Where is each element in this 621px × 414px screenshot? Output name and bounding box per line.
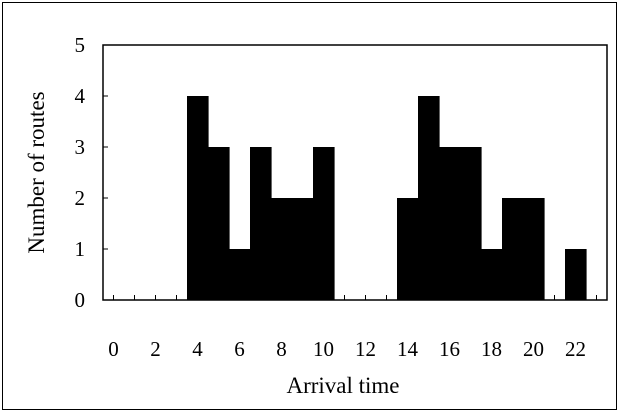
bar-22	[565, 249, 587, 300]
bar-14	[397, 198, 419, 300]
y-tick-label: 0	[75, 288, 86, 312]
bar-20	[523, 198, 545, 300]
x-tick-label: 18	[481, 337, 502, 361]
y-tick-label: 1	[75, 237, 86, 261]
bar-18	[481, 249, 503, 300]
y-axis-ticks: 0 1 2 3 4 5	[75, 33, 108, 312]
x-tick-label: 8	[276, 337, 287, 361]
chart-frame	[2, 2, 617, 410]
bar-6	[229, 249, 251, 300]
x-tick-label: 16	[439, 337, 460, 361]
bar-10	[313, 147, 335, 300]
y-tick-label: 4	[75, 84, 86, 108]
y-tick-label: 2	[75, 186, 86, 210]
x-tick-label: 2	[150, 337, 161, 361]
bar-5	[208, 147, 230, 300]
bars-group	[187, 96, 587, 300]
bar-15	[418, 96, 440, 300]
x-axis-title: Arrival time	[286, 373, 399, 398]
bar-4	[187, 96, 209, 300]
x-tick-label: 0	[108, 337, 119, 361]
bar-16	[439, 147, 461, 300]
x-axis-ticks: 0 2 4 6 8 10 12 14 16 18 20 22	[108, 295, 597, 361]
bar-7	[250, 147, 272, 300]
x-tick-label: 4	[192, 337, 203, 361]
x-tick-label: 12	[355, 337, 376, 361]
x-tick-label: 14	[397, 337, 419, 361]
plot-area	[102, 44, 608, 301]
y-axis-title: Number of routes	[24, 91, 49, 253]
y-tick-label: 3	[75, 135, 86, 159]
bar-19	[502, 198, 524, 300]
bar-8	[271, 198, 293, 300]
y-tick-label: 5	[75, 33, 86, 57]
x-tick-label: 22	[565, 337, 586, 361]
bar-9	[292, 198, 314, 300]
x-tick-label: 20	[523, 337, 544, 361]
bar-17	[460, 147, 482, 300]
x-tick-label: 6	[234, 337, 245, 361]
x-tick-label: 10	[313, 337, 334, 361]
